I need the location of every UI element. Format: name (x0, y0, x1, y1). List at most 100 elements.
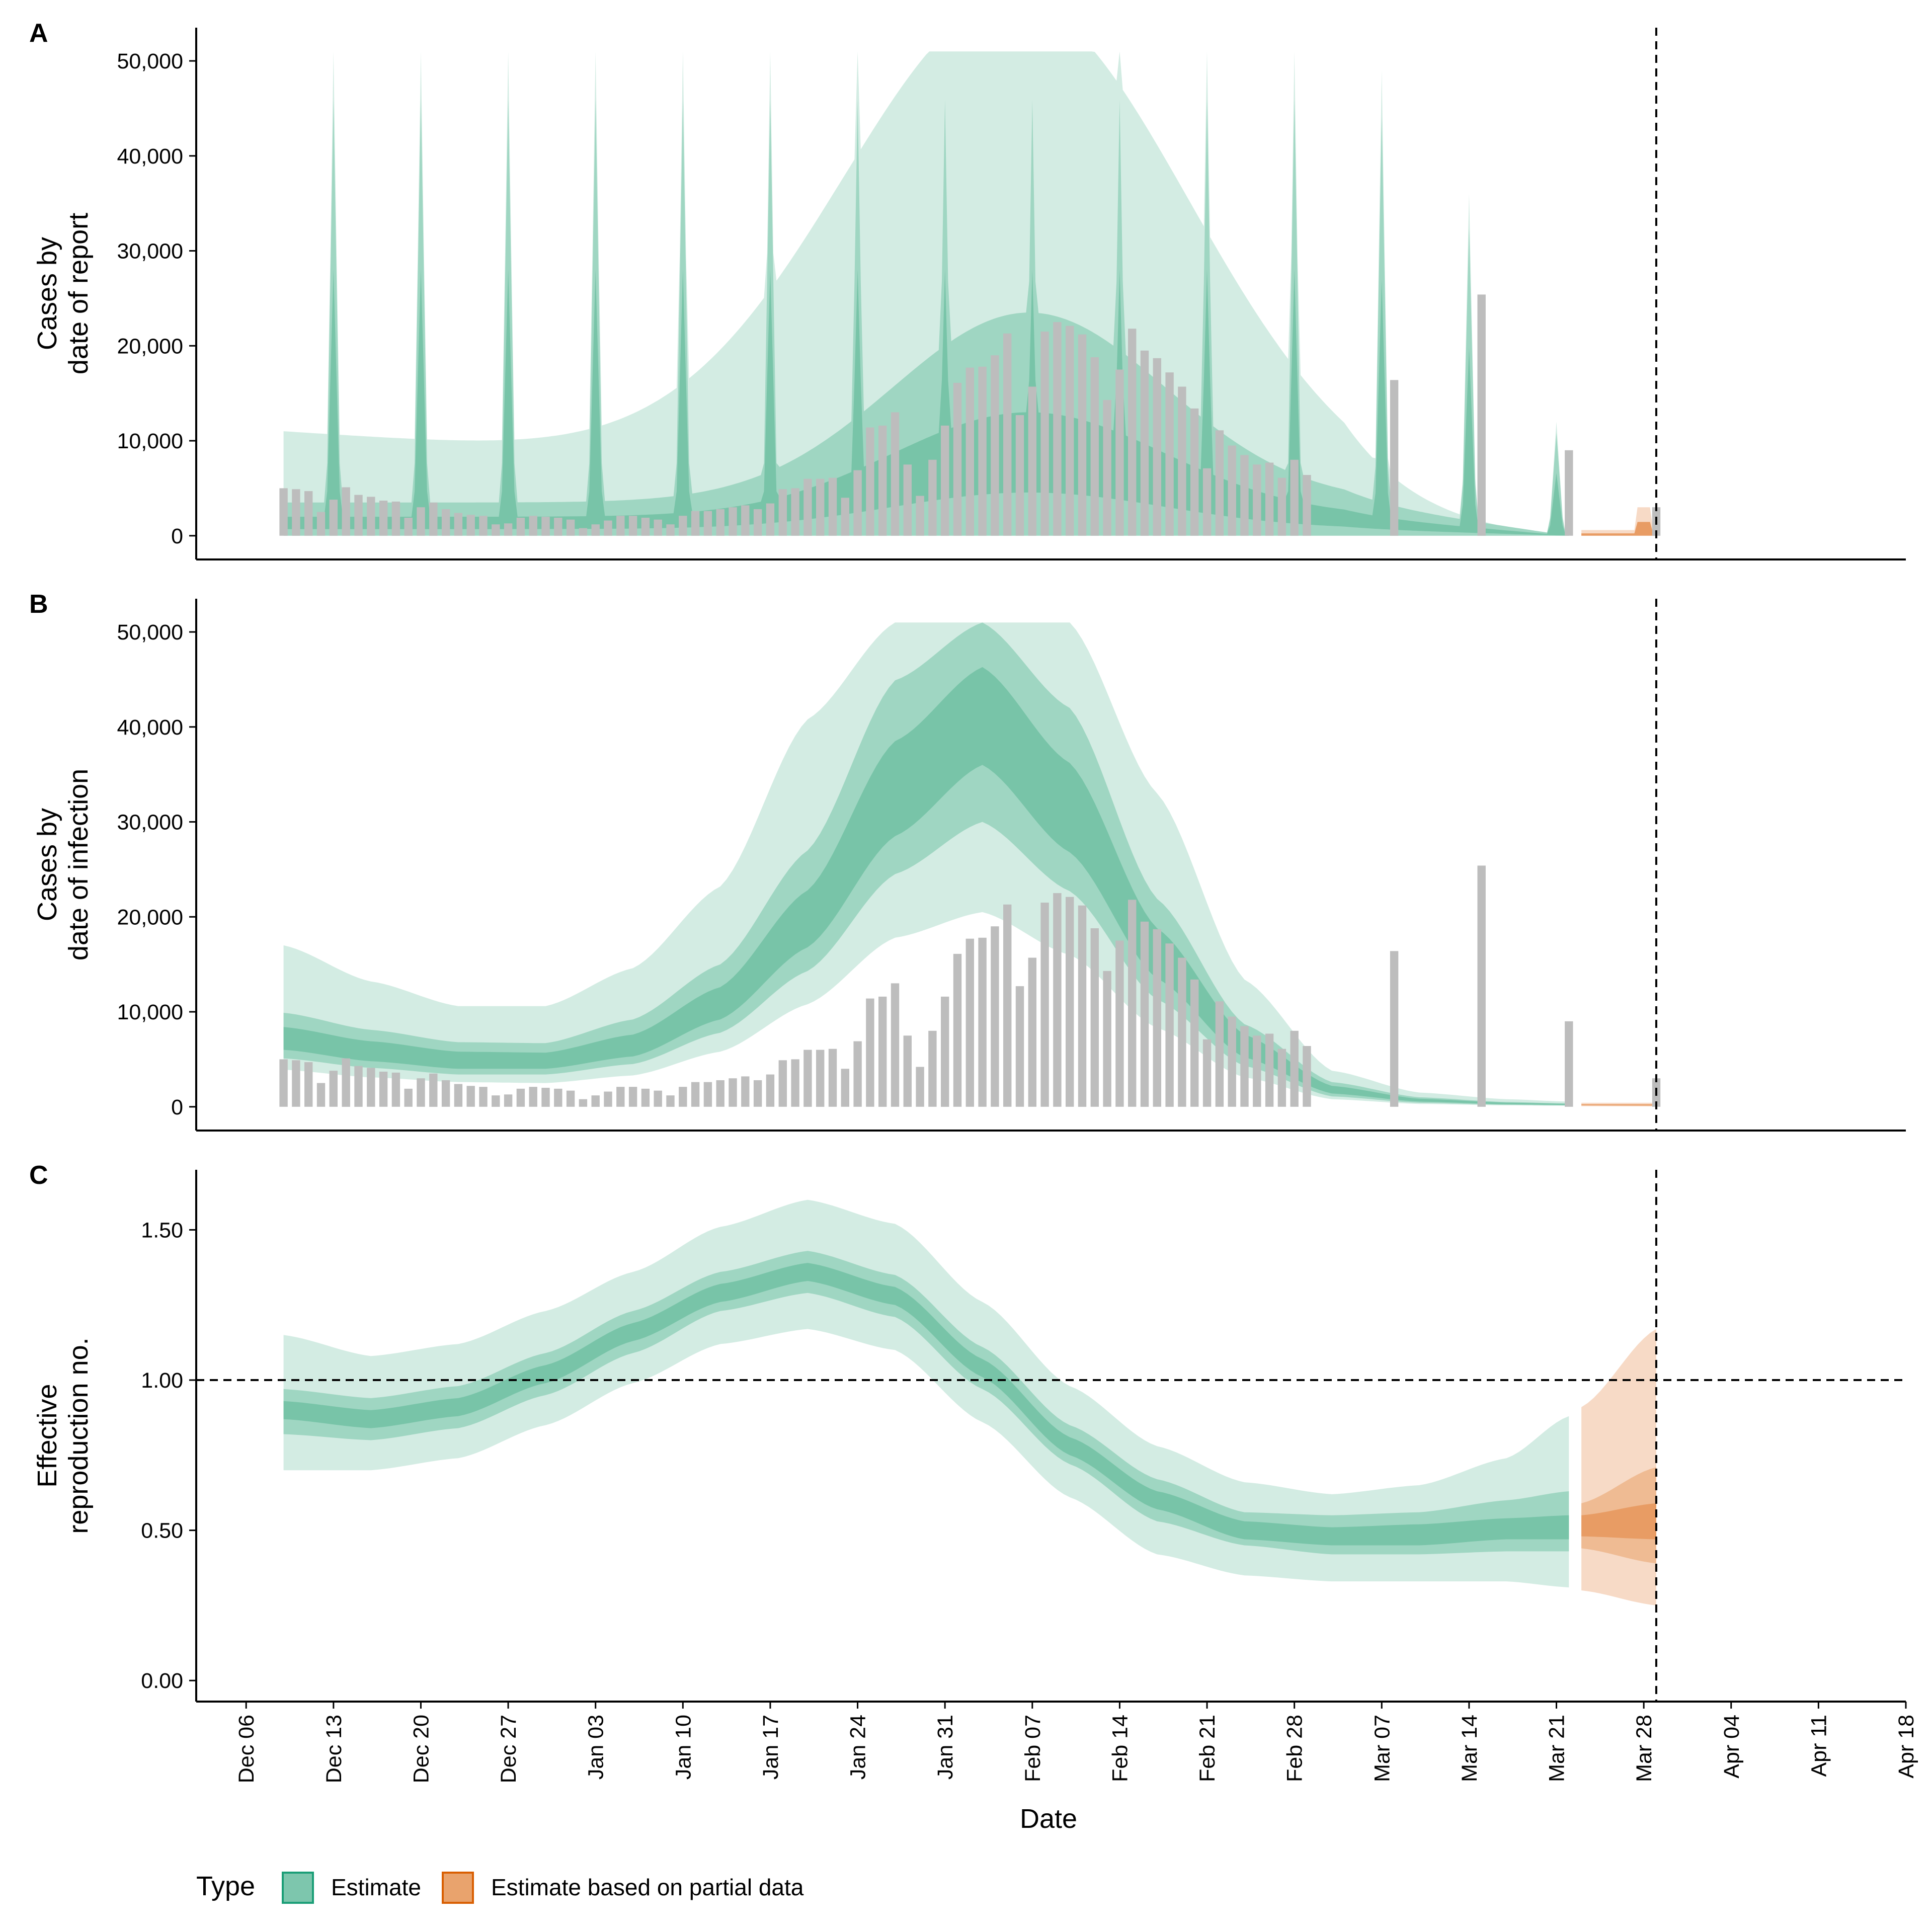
panel-B-ci90-band (283, 622, 1569, 1106)
panel-A-observed-bar (1028, 386, 1036, 536)
panel-B-observed-bar (828, 1049, 837, 1107)
panel-B-observed-bar (1565, 1021, 1573, 1107)
panel-C-partial-ci90-band (1581, 1329, 1656, 1605)
panel-B-observed-bar (803, 1050, 812, 1107)
y-tick-label: 1.00 (141, 1369, 183, 1393)
panel-B-observed-bar (941, 996, 949, 1107)
panel-B-observed-bar (916, 1067, 924, 1107)
legend: Type Estimate Estimate based on partial da… (196, 1871, 804, 1904)
panel-A-observed-bar (1265, 462, 1274, 536)
panel-B-observed-bar (1240, 1026, 1249, 1107)
panel-A-observed-bar (978, 366, 987, 536)
panel-B-observed-bar (554, 1088, 562, 1107)
x-tick-label: Jan 17 (759, 1715, 783, 1780)
panel-B-observed-bar (1153, 929, 1161, 1107)
panel-B-observed-bar (1165, 943, 1174, 1107)
panel-B-observed-bar (641, 1088, 650, 1107)
panel-A-observed-bar (554, 518, 562, 536)
panel-A-observed-bar (628, 516, 637, 536)
panel-B-observed-bar (1090, 928, 1099, 1107)
panel-C-ci90-band (283, 1199, 1569, 1588)
panel-A-observed-bar (1153, 358, 1161, 536)
panel-B-observed-bar (1303, 1046, 1311, 1107)
panel-B-observed-bar (903, 1035, 912, 1107)
panel-B-observed-bar (741, 1076, 750, 1107)
panel-A-observed-bar (1202, 468, 1212, 536)
y-tick-label: 20,000 (117, 334, 183, 358)
panel-A-observed-bar (803, 478, 812, 536)
panel-B-observed-bar (429, 1073, 438, 1107)
panel-A-observed-bar (1303, 475, 1311, 536)
panel-B-observed-bar (816, 1050, 825, 1107)
panel-C-ci20-band (283, 1263, 1569, 1546)
panel-B-observed-bar (316, 1083, 326, 1107)
panel-A-observed-bar (1140, 350, 1149, 536)
panel-A-observed-bar (791, 488, 799, 536)
panel-A-observed-bar (941, 425, 949, 536)
panel-A-observed-bar (965, 367, 974, 536)
panel-B-observed-bar (1390, 951, 1399, 1107)
panel-A-observed-bar (878, 425, 887, 536)
y-tick-label: 1.50 (141, 1218, 183, 1242)
panel-A-observed-bar (1477, 294, 1486, 536)
panel-A-observed-bar (1190, 408, 1199, 536)
y-axis-title-line: date of report (63, 213, 94, 374)
panel-A-observed-bar (816, 478, 825, 536)
panel-B-observed-bar (853, 1041, 862, 1107)
panel-A-observed-bar (778, 489, 787, 536)
y-tick-label: 30,000 (117, 811, 183, 835)
panel-A-observed-bar (1103, 399, 1111, 536)
panel-B-observed-bar (703, 1082, 712, 1107)
panel-B-observed-bar (1028, 957, 1036, 1107)
y-axis-title-line: date of infection (63, 769, 94, 960)
panel-A-ci20-band (283, 269, 1569, 536)
y-axis-title-line: Effective (32, 1384, 62, 1487)
x-tick-label: Feb 14 (1108, 1715, 1132, 1782)
panel-B-bars (279, 865, 1661, 1107)
panel-A-observed-bar (641, 518, 650, 536)
panel-A-observed-bar (604, 520, 612, 536)
panel-B-observed-bar (691, 1082, 700, 1107)
panel-B-observed-bar (1190, 979, 1199, 1107)
panel-B-observed-bar (729, 1078, 737, 1107)
panel-A-observed-bar (1053, 322, 1062, 536)
panel-B-observed-bar (391, 1072, 400, 1107)
panel-A-observed-bar (504, 523, 513, 536)
panel-A-observed-bar (591, 524, 600, 536)
panel-A-observed-bar (516, 518, 525, 536)
y-tick-label: 50,000 (117, 620, 183, 645)
panel-B-observed-bar (654, 1090, 662, 1107)
y-tick-label: 20,000 (117, 905, 183, 929)
panel-A-observed-bar (541, 517, 550, 536)
y-tick-label: 0 (171, 1095, 183, 1119)
x-tick-label: Dec 06 (234, 1715, 259, 1783)
panel-A-observed-bar (991, 355, 999, 536)
panel-B-observed-bar (479, 1087, 488, 1107)
panel-A-observed-bar (391, 501, 400, 536)
x-tick-label: Mar 28 (1632, 1715, 1656, 1782)
legend-swatch (282, 1872, 314, 1904)
y-axis-title-line: reproduction no. (63, 1337, 94, 1534)
panel-A-observed-bar (579, 528, 588, 536)
panel-A-observed-bar (1115, 369, 1124, 536)
panel-A-observed-bar (654, 519, 662, 536)
panel-A-observed-bar (529, 516, 537, 536)
panel-B-observed-bar (1078, 905, 1087, 1107)
panel-B-observed-bar (766, 1074, 775, 1107)
x-tick-label: Feb 21 (1195, 1715, 1220, 1782)
panel-A-observed-bar (1040, 332, 1049, 536)
panel-B-observed-bar (441, 1080, 450, 1107)
panel-A-observed-bar (928, 459, 937, 536)
panel-C-ci50-band (283, 1251, 1569, 1555)
panel-B-observed-bar (1202, 1039, 1212, 1107)
panel-A-observed-bar (616, 516, 625, 536)
panel-A-observed-bar (679, 516, 687, 536)
panel-B-observed-bar (1290, 1030, 1299, 1107)
legend-label: Estimate (331, 1874, 421, 1900)
panel-B-observed-bar (928, 1030, 937, 1107)
panel-A-observed-bar (1178, 386, 1186, 536)
panel-A-ci90-band (283, 51, 1569, 536)
panel-A-observed-bar (1240, 455, 1249, 536)
panel-A-observed-bar (853, 470, 862, 536)
